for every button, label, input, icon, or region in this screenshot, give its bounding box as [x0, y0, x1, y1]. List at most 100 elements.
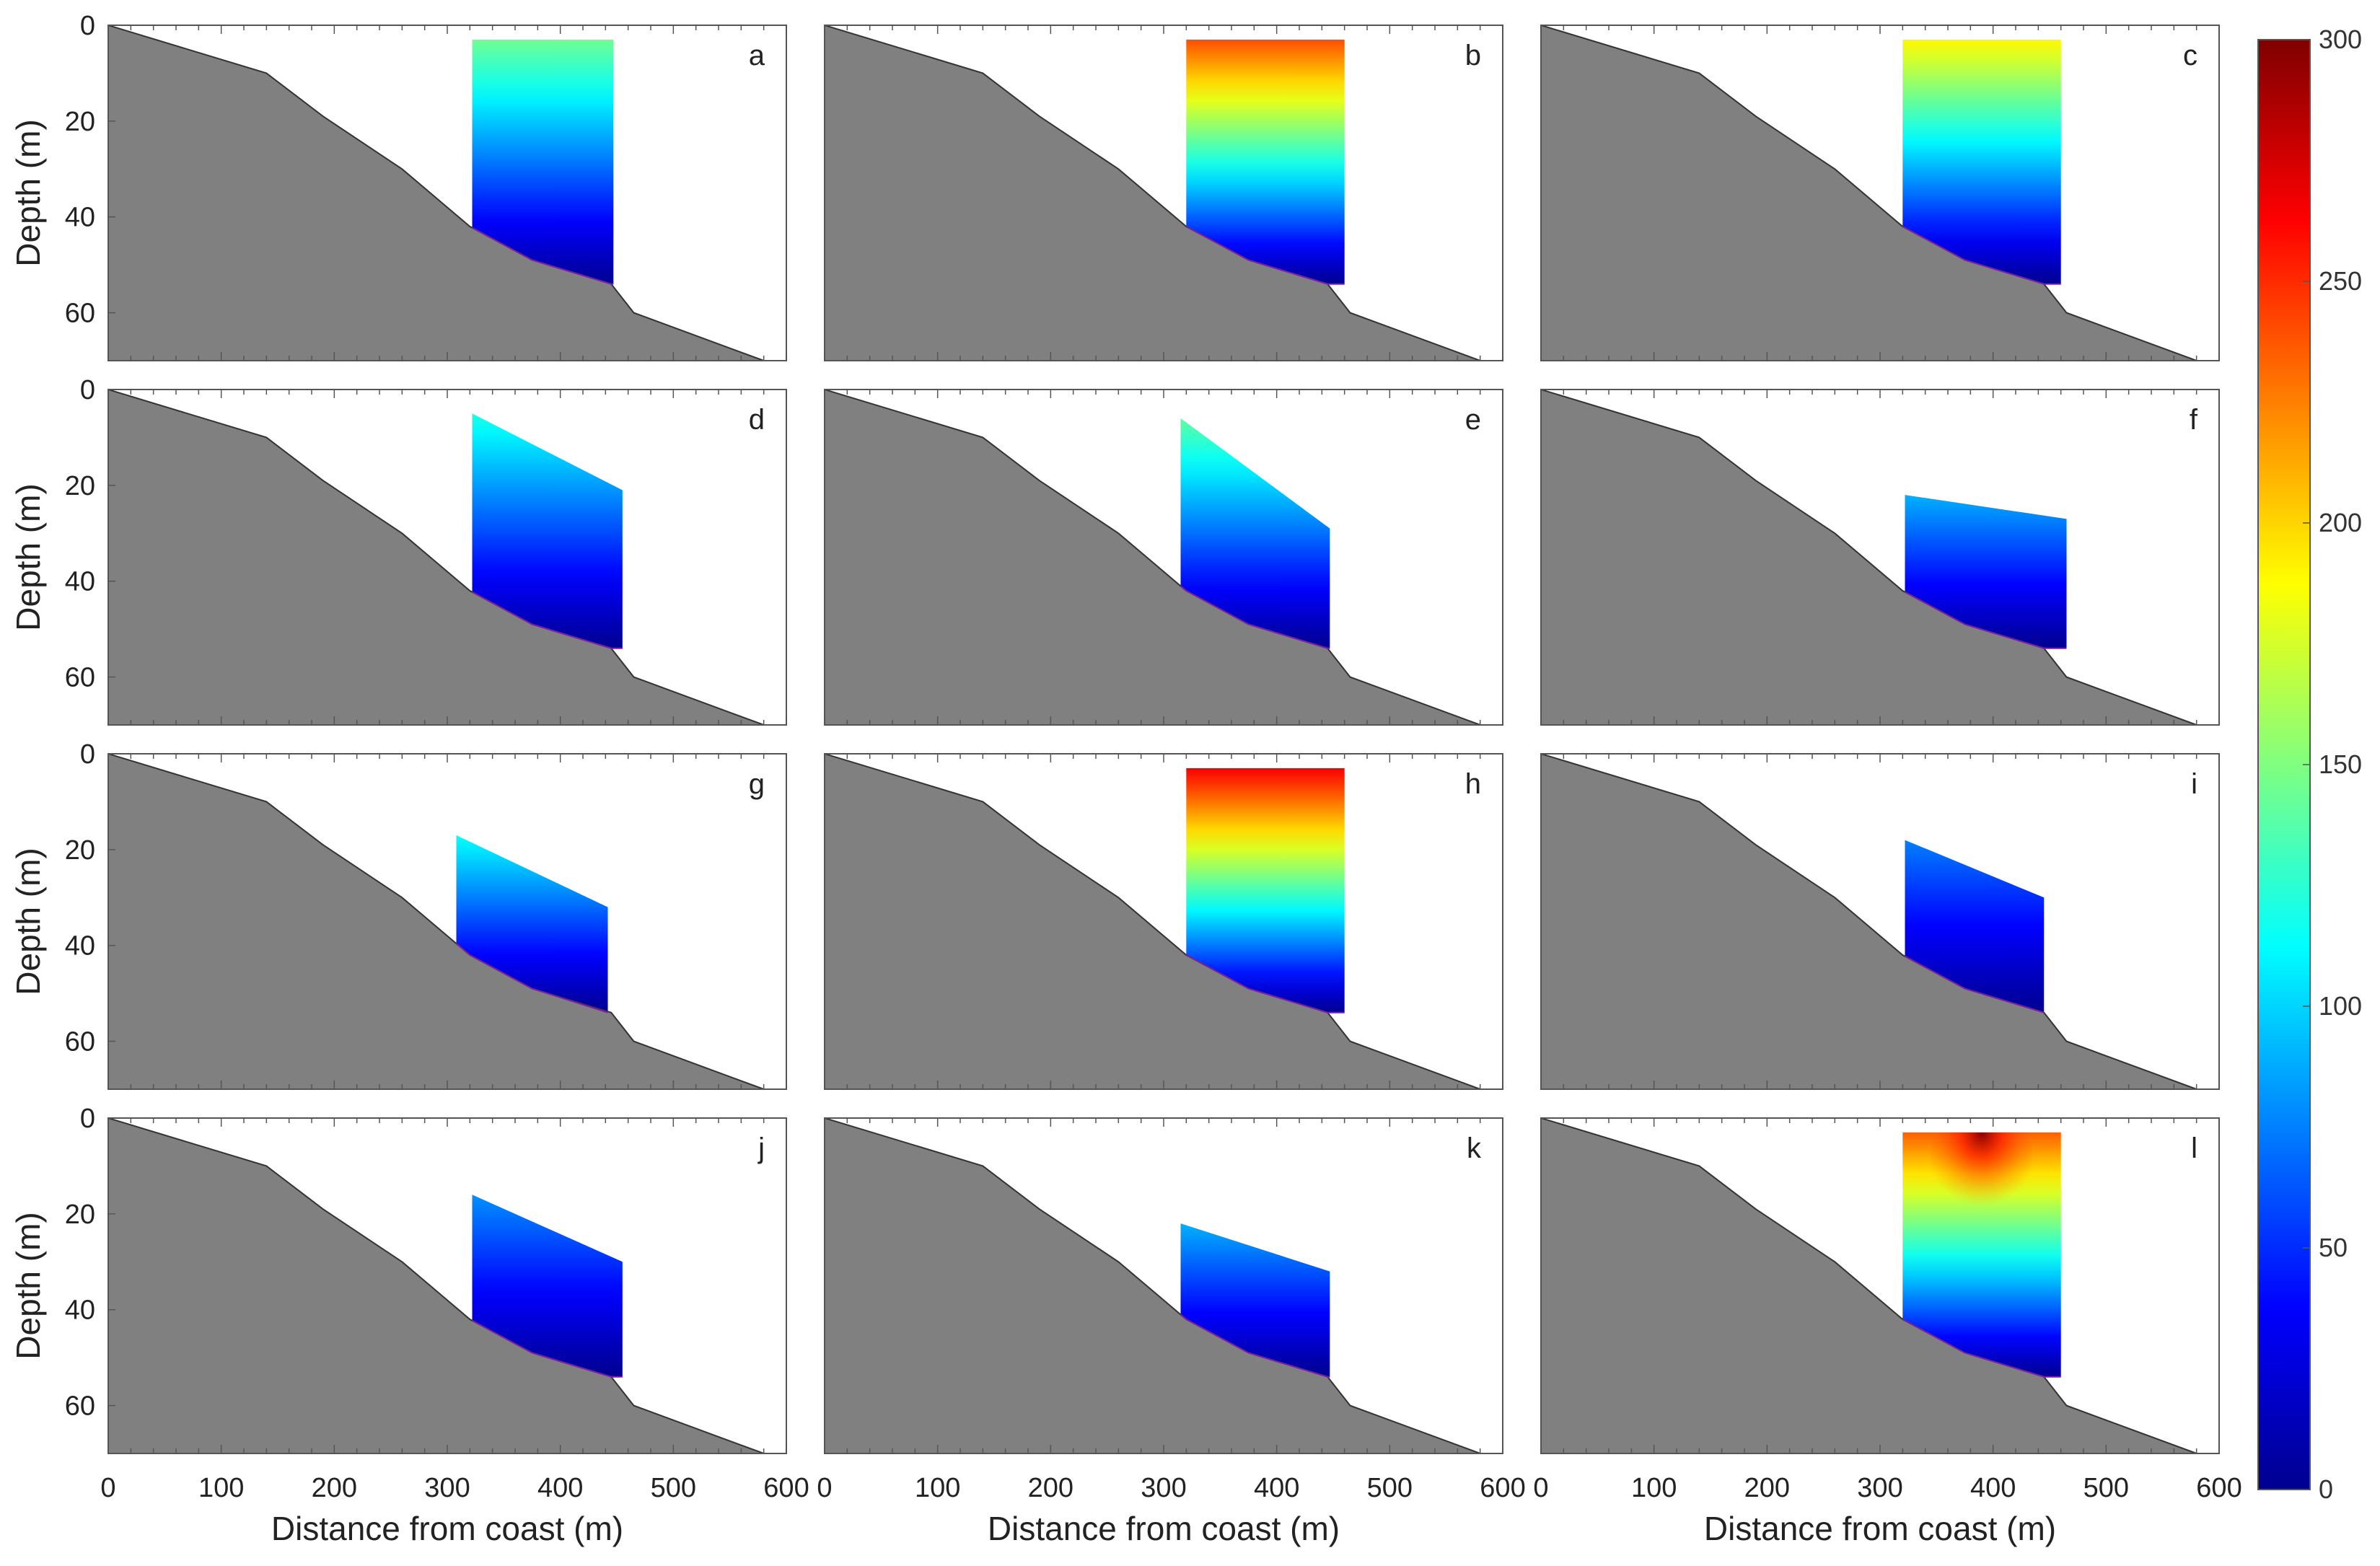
section-patch — [472, 39, 614, 284]
panel-label: d — [749, 404, 765, 436]
section-patch — [1186, 39, 1345, 284]
y-tick-label: 20 — [65, 471, 95, 501]
panel-l: 0 100 200 300 400 500 600 Distance from coast (… — [1533, 1117, 2242, 1547]
panel-label: e — [1465, 404, 1481, 436]
y-tick-label: 20 — [65, 1200, 95, 1230]
panel-f: f — [1540, 389, 2220, 726]
panel-c: c — [1540, 25, 2220, 361]
surface-hotspot — [1931, 1132, 2032, 1255]
x-tick-label: 200 — [1028, 1473, 1073, 1503]
y-tick-label: 40 — [65, 203, 95, 233]
section-patch — [1905, 840, 2045, 1013]
y-axis-title: Depth (m) — [9, 119, 47, 266]
y-tick-label: 60 — [65, 1391, 95, 1422]
section-patch — [1905, 495, 2067, 648]
y-tick-label: 60 — [65, 1027, 95, 1057]
colorbar-tick-label: 300 — [2319, 25, 2362, 54]
panel-j: 0 20 40 60 Depth (m) 0 100 200 300 400 500 600 Dista… — [9, 1104, 809, 1547]
section-bottom-edge — [472, 591, 623, 649]
y-tick-label: 40 — [65, 1296, 95, 1326]
section-bottom-edge — [1180, 1314, 1330, 1378]
section-bottom-edge — [1185, 954, 1345, 1013]
x-axis-title: Distance from coast (m) — [271, 1510, 623, 1547]
colorbar-bar — [2257, 39, 2311, 1490]
y-tick-label: 0 — [80, 375, 95, 405]
panel-label: l — [2191, 1132, 2197, 1164]
panel-d: 0 20 40 60 Depth (m) d — [9, 375, 787, 726]
x-tick-label: 400 — [1970, 1473, 2016, 1503]
x-tick-label: 200 — [1744, 1473, 1790, 1503]
colorbar-tick-label: 250 — [2319, 266, 2362, 296]
panel-label: h — [1465, 768, 1481, 800]
section-bottom-edge — [455, 943, 608, 1013]
x-tick-label: 300 — [424, 1473, 470, 1503]
panel-label: j — [758, 1132, 765, 1164]
y-tick-label: 60 — [65, 663, 95, 693]
x-tick-label: 600 — [2196, 1473, 2241, 1503]
panel-a: 0 20 40 60 Depth (m) a — [9, 11, 787, 361]
y-tick-label: 20 — [65, 835, 95, 866]
colorbar: 0 50 100 150 200 250 300 — [2257, 25, 2362, 1504]
panel-label: g — [749, 768, 765, 800]
panel-label: f — [2190, 404, 2198, 436]
panel-label: c — [2183, 40, 2197, 71]
panel-label: i — [2191, 768, 2197, 800]
y-tick-label: 0 — [80, 739, 95, 770]
x-tick-label: 300 — [1857, 1473, 1902, 1503]
x-tick-label: 200 — [312, 1473, 357, 1503]
y-tick-label: 40 — [65, 567, 95, 597]
colorbar-tick-label: 50 — [2319, 1233, 2348, 1262]
section-patch — [1180, 1223, 1330, 1377]
panel-label: b — [1465, 40, 1481, 71]
y-tick-label: 40 — [65, 931, 95, 962]
x-tick-label: 300 — [1141, 1473, 1186, 1503]
section-patch — [1902, 39, 2061, 284]
y-tick-label: 60 — [65, 299, 95, 329]
x-tick-label: 100 — [915, 1473, 960, 1503]
section-bottom-edge — [1905, 591, 2067, 649]
section-patch — [1186, 767, 1345, 1013]
section-bottom-edge — [472, 1319, 623, 1378]
panel-k: 0 100 200 300 400 500 600 Distance from coast (… — [817, 1117, 1526, 1547]
x-tick-label: 500 — [2083, 1473, 2129, 1503]
x-axis-title: Distance from coast (m) — [1704, 1510, 2056, 1547]
y-tick-label: 0 — [80, 1104, 95, 1134]
section-patch — [1180, 418, 1330, 648]
section-bottom-edge — [1180, 585, 1330, 649]
y-axis-title: Depth (m) — [9, 848, 47, 995]
section-bottom-edge — [472, 226, 614, 285]
x-tick-label: 500 — [651, 1473, 696, 1503]
panel-label: a — [749, 40, 765, 71]
section-patch — [472, 413, 623, 648]
colorbar-tick-label: 150 — [2319, 749, 2362, 779]
section-patch — [456, 835, 608, 1013]
panel-h: h — [824, 753, 1503, 1090]
panel-b: b — [824, 25, 1503, 361]
y-tick-label: 20 — [65, 107, 95, 137]
panel-label: k — [1467, 1132, 1482, 1164]
y-axis-title: Depth (m) — [9, 1212, 47, 1359]
colorbar-tick-label: 100 — [2319, 991, 2362, 1021]
x-tick-label: 0 — [817, 1473, 832, 1503]
x-tick-label: 100 — [198, 1473, 244, 1503]
y-tick-label: 0 — [80, 11, 95, 41]
section-patch — [472, 1195, 623, 1377]
panel-i: i — [1540, 753, 2220, 1090]
x-tick-label: 400 — [537, 1473, 583, 1503]
section-bottom-edge — [1902, 1319, 2061, 1378]
x-axis-title: Distance from coast (m) — [988, 1510, 1340, 1547]
x-tick-label: 600 — [763, 1473, 809, 1503]
section-bottom-edge — [1185, 226, 1345, 285]
panel-g: 0 20 40 60 Depth (m) g — [9, 739, 787, 1090]
colorbar-tick-label: 200 — [2319, 508, 2362, 537]
y-axis-title: Depth (m) — [9, 483, 47, 630]
x-tick-label: 0 — [1533, 1473, 1548, 1503]
panel-e: e — [824, 389, 1503, 726]
x-tick-label: 500 — [1367, 1473, 1413, 1503]
section-bottom-edge — [1902, 226, 2061, 285]
section-bottom-edge — [1905, 955, 2045, 1013]
x-tick-label: 600 — [1480, 1473, 1525, 1503]
x-tick-label: 400 — [1254, 1473, 1299, 1503]
x-tick-label: 0 — [100, 1473, 115, 1503]
